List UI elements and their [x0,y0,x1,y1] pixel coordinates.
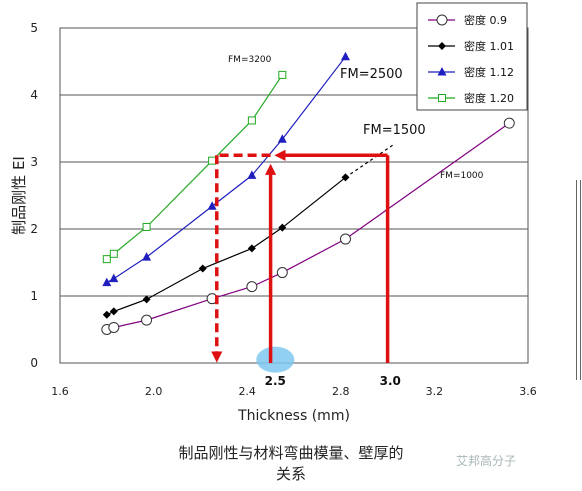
data-point [277,134,287,143]
y-tick-label: 0 [30,356,38,370]
annotation: FM=1500 [363,123,426,138]
data-point [339,233,351,245]
data-point [102,255,111,264]
data-point [102,310,111,319]
data-point [340,51,350,61]
data-point [198,264,207,273]
y-tick-label: 3 [30,155,38,169]
y-tick-label: 5 [30,21,38,35]
data-point [102,277,112,287]
data-point [108,321,120,333]
data-point [503,117,515,129]
data-point [278,223,287,232]
legend-label: 密度 1.20 [464,91,514,105]
series-line-3 [106,74,283,260]
legend-label: 密度 1.12 [464,65,514,79]
x-tick-label: 3.2 [426,385,444,398]
data-point [207,201,217,210]
legend-marker [437,67,447,76]
data-point [247,244,256,253]
plot-frame [59,27,529,364]
series-line-0 [106,122,510,331]
data-point [247,170,257,179]
annotation: 2.5 [265,374,286,388]
data-point [276,267,288,279]
x-tick-label: 2.8 [332,385,350,398]
legend-marker [438,42,446,50]
y-tick-label: 4 [30,88,38,102]
stiffness-thickness-chart: 0 1 2 3 4 5 1.6 2.0 2.4 2.8 3.2 3.6 Thickness (mm) 制品… [10,2,537,424]
x-tick-label: 2.0 [145,385,163,398]
y-axis-label: 制品刚性 EI [10,156,28,235]
x-axis-label: Thickness (mm) [237,408,350,424]
x-tick-label: 2.4 [238,385,256,398]
series-line-2 [106,56,346,284]
legend-marker [436,14,448,26]
right-edge-divider [576,180,581,380]
data-point [141,314,153,326]
caption-line-1: 制品刚性与材料弯曲模量、壁厚的 [178,444,404,462]
extrapolation-line [345,143,395,178]
data-point [142,295,151,304]
data-point [109,273,119,283]
data-point [109,307,118,316]
data-point [247,116,256,125]
legend: 密度 0.9 密度 1.01 密度 1.12 密度 1.20 [416,2,528,111]
x-tick-label: 3.6 [519,385,537,398]
legend-marker [438,94,446,102]
annotation: 3.0 [380,374,401,388]
y-tick-label: 2 [30,222,38,236]
annotation: FM=2500 [340,67,403,82]
data-point [246,281,258,293]
legend-label: 密度 0.9 [464,13,507,27]
x-tick-label: 1.6 [51,385,69,398]
data-point [142,252,152,261]
legend-label: 密度 1.01 [464,39,514,53]
annotation: FM=1000 [440,171,484,181]
y-tick-label: 1 [30,289,38,303]
legend-box [416,2,528,111]
data-point [208,156,217,165]
data-point [278,70,287,79]
highlight-ellipse [256,346,295,373]
data-point [142,222,151,231]
watermark: 艾邦高分子 [456,454,517,468]
caption-line-2: 关系 [275,465,306,483]
data-point [109,249,118,258]
annotation: FM=3200 [228,55,272,65]
